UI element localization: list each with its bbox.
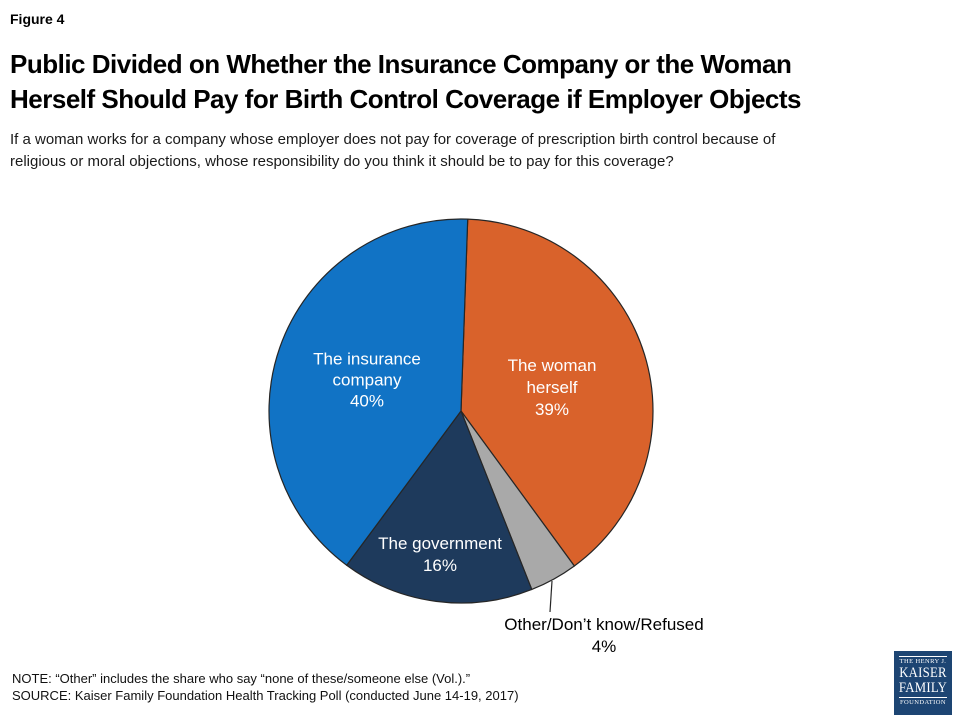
slice-label-value: 16% xyxy=(422,556,458,575)
leader-line-other xyxy=(549,580,553,613)
logo-divider-bottom xyxy=(899,697,947,698)
slice-label-value: 39% xyxy=(534,400,570,419)
page-title-line-2: Herself Should Pay for Birth Control Cov… xyxy=(10,84,802,114)
slice-label-woman-herself: The woman herself 39% xyxy=(508,355,597,421)
logo-divider-top xyxy=(899,656,947,657)
slice-label-text: The woman xyxy=(507,356,597,375)
pie-slice-woman-herself xyxy=(460,218,654,567)
slice-label-text: The insurance xyxy=(313,349,421,369)
slice-label-text: herself xyxy=(526,378,578,397)
slice-label-value: 40% xyxy=(349,391,385,411)
footnotes: NOTE: “Other” includes the share who say… xyxy=(12,670,519,704)
logo-family-text: FAMILY xyxy=(898,680,948,696)
slice-label-government: The government 16% xyxy=(378,533,502,577)
survey-question-line-2: religious or moral objections, whose res… xyxy=(10,153,674,170)
pie-slices-group xyxy=(268,218,654,604)
slice-label-value: 4% xyxy=(591,637,617,656)
page-title: Public Divided on Whether the Insurance … xyxy=(10,47,802,117)
page-title-line-1: Public Divided on Whether the Insurance … xyxy=(10,49,792,79)
survey-question-line-1: If a woman works for a company whose emp… xyxy=(10,131,776,148)
slice-label-text: company xyxy=(332,370,402,390)
logo-kaiser-text: KAISER xyxy=(899,665,947,681)
pie-chart xyxy=(268,218,654,613)
logo-foundation-text: FOUNDATION xyxy=(900,699,946,706)
figure-label: Figure 4 xyxy=(10,11,65,27)
source-text: SOURCE: Kaiser Family Foundation Health … xyxy=(12,688,519,703)
slice-label-other-dont-know-refused: Other/Don’t know/Refused 4% xyxy=(504,614,703,658)
pie-slice-government xyxy=(346,410,533,604)
kff-logo: THE HENRY J. KAISER FAMILY FOUNDATION xyxy=(894,651,952,715)
pie-slice-insurance-company xyxy=(268,218,469,566)
slice-label-insurance-company: The insurance company 40% xyxy=(313,349,421,412)
logo-the-henry-j-text: THE HENRY J. xyxy=(899,658,947,665)
slice-label-text: Other/Don’t know/Refused xyxy=(504,615,704,634)
note-text: NOTE: “Other” includes the share who say… xyxy=(12,671,471,686)
slice-label-text: The government xyxy=(378,534,502,553)
survey-question: If a woman works for a company whose emp… xyxy=(10,129,775,173)
